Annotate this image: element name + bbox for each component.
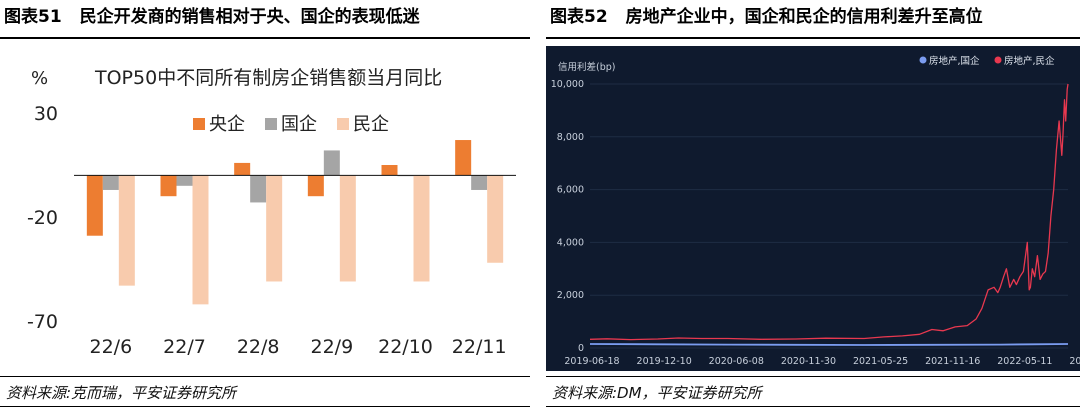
chart-legend: 央企 国企 民企 [193, 114, 389, 135]
y-tick-label: 30 [34, 103, 58, 125]
series-line-房地产,国企 [589, 343, 1069, 346]
x-tick-label: 2022-11-02 [1069, 356, 1080, 367]
y-axis-label: 信用利差(bp) [558, 61, 615, 73]
bar-国企-22/6 [102, 175, 119, 190]
bar-国企-22/7 [176, 175, 193, 186]
y-axis-ticks: 30 -20 -70 [27, 103, 58, 333]
legend-swatch [337, 118, 349, 130]
y-tick-label: -70 [27, 311, 58, 333]
y-axis-ticks: 0 2,000 4,000 6,000 8,000 10,000 [551, 79, 584, 354]
left-top-rule [0, 37, 530, 39]
bar-央企-22/6 [86, 175, 103, 236]
y-tick-label: 2,000 [557, 290, 584, 301]
x-tick-label: 22/8 [237, 336, 280, 358]
x-tick-label: 2019-06-18 [564, 356, 619, 367]
y-tick-label: 0 [578, 343, 584, 354]
chart-background [546, 46, 1080, 371]
x-tick-label: 22/11 [452, 336, 507, 358]
right-line-chart: 信用利差(bp) 0 2,000 4,000 6,000 8,000 10,000 201… [551, 55, 1080, 367]
x-tick-label: 2020-11-30 [781, 356, 836, 367]
right-figure-title: 房地产企业中，国企和民企的信用利差升至高位 [625, 7, 983, 27]
x-tick-label: 22/6 [89, 336, 132, 358]
bar-央企-22/8 [234, 162, 251, 176]
left-figure-number: 图表51 [4, 7, 62, 27]
bar-民企-22/7 [192, 175, 209, 305]
x-tick-label: 22/7 [163, 336, 206, 358]
left-bar-chart: TOP50中不同所有制房企销售额当月同比 % 央企 国企 民企 30 -20 -70 2… [27, 67, 516, 358]
series-line-房地产,民企 [589, 83, 1069, 341]
legend-label: 国企 [281, 114, 317, 135]
x-tick-label: 2021-11-16 [925, 356, 980, 367]
bar-央企-22/10 [381, 165, 398, 176]
x-tick-label: 2021-05-25 [853, 356, 908, 367]
y-tick-label: 6,000 [557, 185, 584, 196]
left-source-note: 资料来源:克而瑞，平安证券研究所 [6, 384, 237, 402]
bar-国企-22/11 [471, 175, 488, 190]
bar-民企-22/8 [266, 175, 283, 282]
bar-央企-22/7 [160, 175, 177, 197]
chart-title: TOP50中不同所有制房企销售额当月同比 [94, 67, 442, 89]
legend-label: 房地产,国企 [929, 55, 980, 67]
left-footer-rule [0, 406, 530, 407]
left-bottom-rule [0, 376, 530, 377]
legend-swatch [193, 118, 205, 130]
x-tick-label: 22/10 [378, 336, 433, 358]
bar-民企-22/11 [487, 175, 504, 263]
left-figure: 图表51 民企开发商的销售相对于央、国企的表现低迷 TOP50中不同所有制房企销售… [0, 0, 530, 416]
y-tick-label: 4,000 [557, 237, 584, 248]
bar-国企-22/9 [323, 150, 340, 176]
y-axis-unit: % [31, 68, 48, 89]
right-bottom-rule [546, 376, 1080, 377]
x-tick-label: 22/9 [310, 336, 353, 358]
legend-marker [919, 56, 927, 64]
legend-marker [994, 56, 1002, 64]
right-figure-heading: 图表52 房地产企业中，国企和民企的信用利差升至高位 [550, 0, 983, 34]
bar-民企-22/6 [118, 175, 135, 286]
legend-label: 民企 [353, 114, 389, 135]
y-tick-label: 8,000 [557, 132, 584, 143]
legend-label: 央企 [209, 114, 245, 135]
y-tick-label: 10,000 [551, 79, 584, 90]
x-tick-label: 2019-12-10 [637, 356, 692, 367]
right-figure: 图表52 房地产企业中，国企和民企的信用利差升至高位 信用利差(bp) 0 2,00… [546, 0, 1080, 416]
legend-swatch [265, 118, 277, 130]
x-axis-ticks: 2019-06-18 2019-12-10 2020-06-08 2020-11-30… [564, 356, 1080, 367]
right-figure-number: 图表52 [550, 7, 608, 27]
bar-民企-22/9 [339, 175, 356, 282]
x-axis-ticks: 22/6 22/7 22/8 22/9 22/10 22/11 [89, 336, 506, 358]
chart-legend: 房地产,国企 房地产,民企 [919, 55, 1055, 67]
right-top-rule [546, 37, 1080, 39]
bar-央企-22/11 [455, 140, 472, 176]
x-tick-label: 2022-05-11 [997, 356, 1052, 367]
right-footer-rule [546, 406, 1080, 407]
series-lines [589, 83, 1069, 346]
left-figure-heading: 图表51 民企开发商的销售相对于央、国企的表现低迷 [4, 0, 420, 34]
right-source-note: 资料来源:DM，平安证券研究所 [552, 384, 762, 402]
bar-民企-22/10 [413, 175, 430, 282]
left-figure-title: 民企开发商的销售相对于央、国企的表现低迷 [79, 7, 420, 27]
bar-央企-22/9 [307, 175, 324, 197]
x-tick-label: 2020-06-08 [709, 356, 764, 367]
bars [86, 140, 504, 305]
bar-国企-22/8 [250, 175, 267, 203]
legend-label: 房地产,民企 [1004, 55, 1055, 67]
y-tick-label: -20 [27, 207, 58, 229]
